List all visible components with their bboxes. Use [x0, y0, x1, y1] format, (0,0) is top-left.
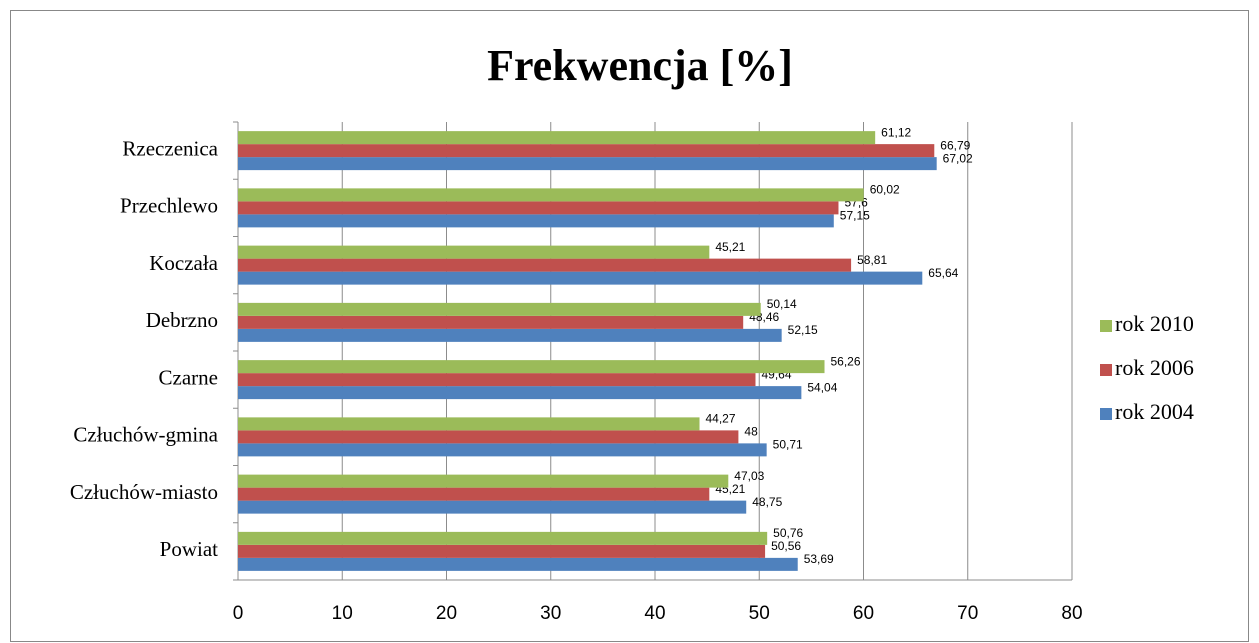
data-label: 61,12: [881, 125, 911, 139]
x-tick-label: 60: [853, 603, 874, 624]
chart-title: Frekwencja [%]: [487, 41, 793, 90]
bar: [238, 557, 798, 571]
y-tick-label: Czarne: [159, 365, 218, 389]
data-label: 50,76: [773, 526, 803, 540]
bar: [238, 386, 802, 400]
y-tick-label: Powiat: [160, 537, 219, 561]
x-tick-label: 70: [957, 603, 978, 624]
data-label: 48: [744, 425, 758, 439]
data-label: 67,02: [943, 151, 973, 165]
x-tick-label: 80: [1061, 603, 1082, 624]
bar: [238, 487, 710, 501]
x-tick-label: 20: [436, 603, 457, 624]
data-label: 65,64: [928, 266, 958, 280]
x-tick-label: 40: [644, 603, 665, 624]
data-label: 52,15: [788, 323, 818, 337]
x-tick-label: 30: [540, 603, 561, 624]
bar: [238, 360, 825, 374]
y-tick-label: Człuchów-miasto: [70, 480, 218, 504]
data-label: 54,04: [807, 380, 837, 394]
legend-swatch: [1100, 364, 1112, 376]
data-label: 58,81: [857, 253, 887, 267]
bar: [238, 271, 923, 285]
x-tick-label: 10: [332, 603, 353, 624]
bar: [238, 188, 864, 202]
data-label: 66,79: [940, 138, 970, 152]
legend-swatch: [1100, 408, 1112, 420]
legend-swatch: [1100, 320, 1112, 332]
x-tick-label: 50: [749, 603, 770, 624]
y-tick-label: Przechlewo: [120, 194, 218, 218]
bar: [238, 201, 839, 215]
bar: [238, 544, 766, 558]
legend-label: rok 2006: [1115, 355, 1194, 380]
y-tick-label: Koczała: [149, 251, 218, 275]
legend-label: rok 2010: [1115, 311, 1194, 336]
bar: [238, 315, 744, 329]
data-label: 48,75: [752, 495, 782, 509]
bar: [238, 302, 761, 316]
bar: [238, 157, 937, 171]
y-tick-label: Człuchów-gmina: [73, 423, 218, 447]
bar: [238, 417, 700, 431]
data-label: 56,26: [831, 354, 861, 368]
bar: [238, 131, 876, 145]
bar: [238, 245, 710, 259]
bar: [238, 531, 768, 545]
bar: [238, 214, 834, 228]
data-label: 60,02: [870, 183, 900, 197]
bar: [238, 500, 747, 514]
data-label: 53,69: [804, 552, 834, 566]
data-label: 50,14: [767, 297, 797, 311]
bar: [238, 443, 767, 457]
data-label: 47,03: [734, 469, 764, 483]
bar: [238, 258, 852, 272]
bar: [238, 474, 729, 488]
bar: [238, 430, 739, 444]
bar: [238, 328, 782, 342]
data-label: 45,21: [715, 240, 745, 254]
bar: [238, 373, 756, 387]
y-tick-label: Debrzno: [146, 308, 218, 332]
x-tick-label: 0: [233, 603, 244, 624]
data-label: 50,56: [771, 539, 801, 553]
data-label: 50,71: [773, 438, 803, 452]
bar: [238, 144, 935, 158]
legend-label: rok 2004: [1115, 399, 1194, 424]
data-label: 44,27: [706, 412, 736, 426]
data-label: 57,15: [840, 209, 870, 223]
y-tick-label: Rzeczenica: [122, 136, 218, 160]
